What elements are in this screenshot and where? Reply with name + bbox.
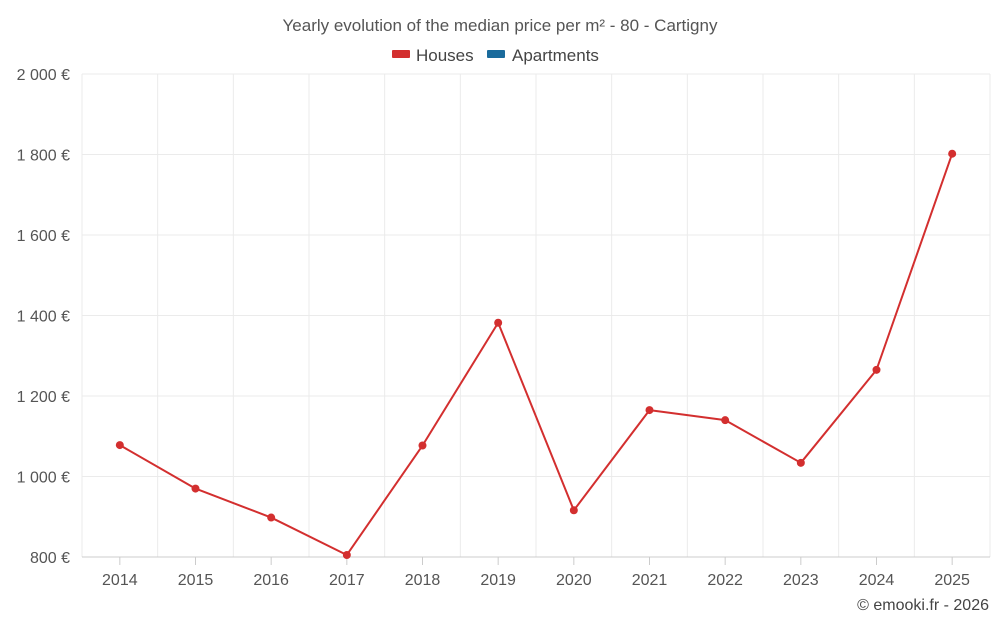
series [115,149,957,559]
y-tick-label: 1 200 € [17,389,70,406]
x-tick-label: 2015 [178,572,214,589]
x-tick-label: 2018 [405,572,441,589]
data-point-houses-2019[interactable] [494,318,503,327]
x-tick-label: 2017 [329,572,365,589]
x-tick-label: 2023 [783,572,819,589]
tick-labels: 800 € 1 000 € 1 200 € 1 400 € 1 600 € 1 800 €… [17,67,970,589]
data-point-houses-2014[interactable] [115,441,124,450]
grid [81,73,991,557]
x-tick-label: 2021 [632,572,668,589]
data-point-houses-2025[interactable] [948,149,957,158]
legend-swatch-houses [392,50,410,58]
legend-label-houses: Houses [416,46,474,65]
y-tick-label: 2 000 € [17,67,70,84]
legend-item-apartments[interactable]: Apartments [487,46,599,65]
data-point-houses-2016[interactable] [267,513,276,522]
y-tick-label: 1 600 € [17,228,70,245]
x-tick-label: 2016 [253,572,289,589]
data-point-houses-2018[interactable] [418,441,427,450]
data-point-houses-2023[interactable] [796,458,805,467]
y-tick-label: 1 400 € [17,309,70,326]
x-tick-label: 2019 [480,572,516,589]
x-tick-label: 2020 [556,572,592,589]
y-tick-label: 1 000 € [17,470,70,487]
x-tick-label: 2024 [859,572,895,589]
legend-label-apartments: Apartments [512,46,599,65]
data-point-houses-2024[interactable] [872,365,881,374]
y-tick-label: 1 800 € [17,148,70,165]
legend-swatch-apartments [487,50,505,58]
chart-title: Yearly evolution of the median price per… [283,16,718,35]
data-point-houses-2015[interactable] [191,484,200,493]
x-tick-label: 2025 [934,572,970,589]
data-point-houses-2021[interactable] [645,406,654,415]
data-point-houses-2022[interactable] [721,416,730,425]
legend[interactable]: Houses Apartments [392,46,599,65]
x-tick-label: 2022 [707,572,743,589]
axes [82,556,990,565]
series-line-houses [119,153,954,556]
data-point-houses-2020[interactable] [569,506,578,515]
credit-text: © emooki.fr - 2026 [857,597,989,614]
y-tick-label: 800 € [30,550,70,567]
x-tick-label: 2014 [102,572,138,589]
legend-item-houses[interactable]: Houses [392,46,474,65]
data-point-houses-2017[interactable] [342,550,351,559]
